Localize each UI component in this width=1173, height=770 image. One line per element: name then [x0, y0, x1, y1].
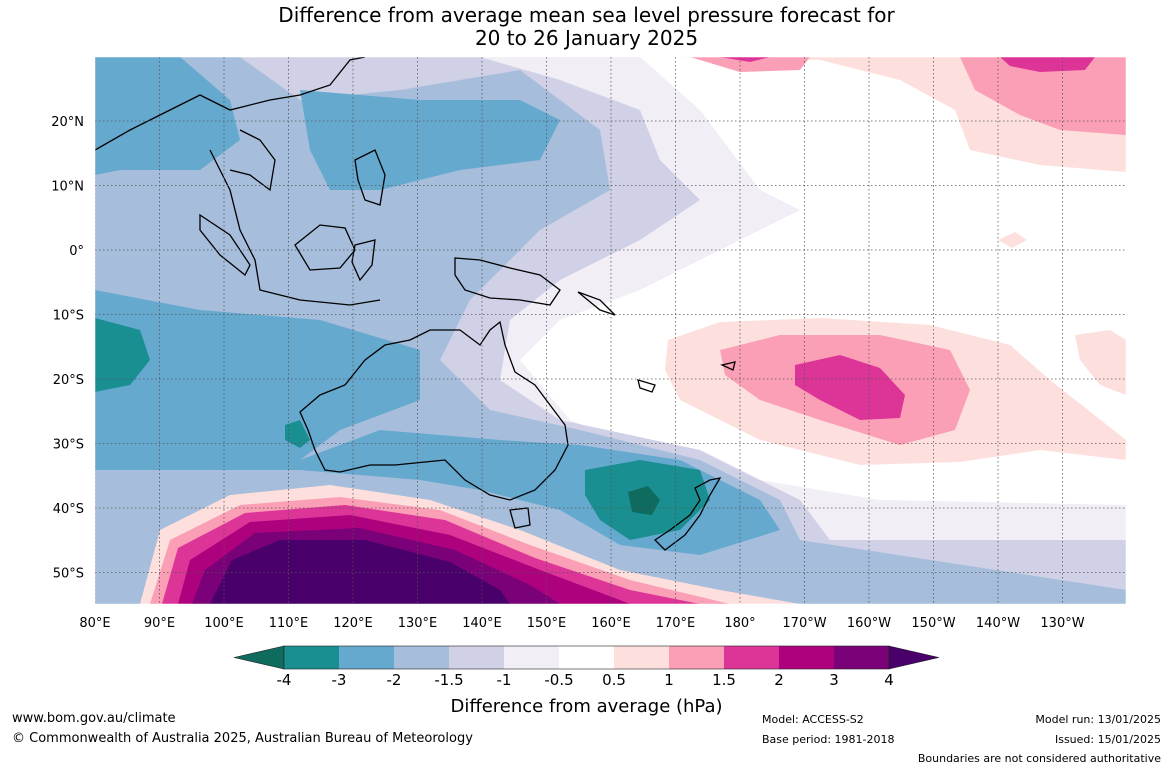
colorbar-segment	[339, 646, 395, 669]
anomaly-field	[95, 57, 1126, 604]
title-line-2: 20 to 26 January 2025	[474, 26, 699, 50]
graticule	[95, 57, 1126, 604]
model-run-date: Model run: 13/01/2025	[1035, 713, 1161, 726]
lon-label: 120°E	[333, 616, 373, 631]
colorbar-segment	[449, 646, 505, 669]
lon-label: 90°E	[144, 616, 175, 631]
colorbar-extend-low	[233, 645, 285, 670]
lon-label: 170°E	[656, 616, 696, 631]
colorbar-segment	[834, 646, 890, 669]
colorbar-segment	[559, 646, 615, 669]
new-zealand-coast	[653, 477, 722, 551]
colorbar-tick-label: 0.5	[602, 671, 626, 689]
lon-label: 130°W	[1040, 616, 1084, 631]
colorbar-tick-label: -0.5	[544, 671, 574, 689]
colorbar-tick-label: 4	[884, 671, 894, 689]
tasmania-coast	[509, 507, 531, 529]
map-title: Difference from average mean sea level p…	[0, 4, 1173, 50]
colorbar-tick-label: -2	[386, 671, 402, 689]
base-period: Base period: 1981-2018	[762, 733, 895, 746]
lat-label: 50°S	[53, 567, 84, 582]
colorbar-tick-label: -3	[331, 671, 347, 689]
model-name: Model: ACCESS-S2	[762, 713, 864, 726]
title-line-1: Difference from average mean sea level p…	[278, 3, 895, 27]
colorbar	[233, 645, 940, 670]
lon-label: 170°W	[782, 616, 826, 631]
pacific-pos-1-5	[795, 355, 905, 420]
lon-label: 150°W	[911, 616, 955, 631]
lon-label: 160°E	[591, 616, 631, 631]
lon-label: 130°E	[398, 616, 438, 631]
colorbar-tick-label: -4	[276, 671, 292, 689]
colorbar-segment	[779, 646, 835, 669]
coastlines	[95, 57, 736, 551]
ne-pos-1	[690, 57, 1126, 135]
lat-label: 0°	[69, 244, 84, 259]
colorbar-title: Difference from average (hPa)	[450, 696, 723, 717]
lon-label: 160°W	[847, 616, 891, 631]
lat-label: 10°N	[51, 180, 84, 195]
australia-coast	[299, 320, 569, 501]
colorbar-segment	[394, 646, 450, 669]
lat-label: 20°S	[53, 373, 84, 388]
sulawesi-coast	[351, 239, 376, 282]
colorbar-extend-high	[888, 645, 940, 670]
latitude-labels: 20°N 10°N 0° 10°S 20°S 30°S 40°S 50°S	[51, 115, 84, 582]
issued-date: Issued: 15/01/2025	[1054, 733, 1161, 746]
eq-small-pos	[998, 232, 1027, 248]
lon-label: 100°E	[204, 616, 244, 631]
contour-neg-2	[95, 57, 780, 555]
lon-label: 180°	[724, 616, 755, 631]
colorbar-tick-label: 1.5	[712, 671, 736, 689]
contour-neg-3	[95, 318, 710, 540]
lat-label: 20°N	[51, 115, 84, 130]
website-link[interactable]: www.bom.gov.au/climate	[12, 711, 176, 726]
nz-pacific-islands	[577, 291, 736, 393]
lat-label: 10°S	[53, 309, 84, 324]
philippines-coast	[354, 149, 386, 206]
colorbar-tick-label: 1	[664, 671, 674, 689]
pacific-pos-east	[1075, 330, 1126, 395]
lon-label: 140°E	[462, 616, 502, 631]
lon-label: 150°E	[527, 616, 567, 631]
asia-coast	[95, 57, 381, 306]
longitude-labels: 80°E 90°E 100°E 110°E 120°E 130°E 140°E 150°E 16…	[79, 616, 1084, 631]
lon-label: 110°E	[269, 616, 309, 631]
colorbar-segment	[724, 646, 780, 669]
lat-label: 30°S	[53, 438, 84, 453]
colorbar-tick-label: 3	[829, 671, 839, 689]
boundaries-disclaimer: Boundaries are not considered authoritat…	[917, 752, 1161, 765]
colorbar-segment	[614, 646, 670, 669]
sumatra-coast	[199, 213, 251, 277]
new-guinea-coast	[454, 257, 561, 306]
colorbar-tick-label: -1	[496, 671, 512, 689]
copyright-text: © Commonwealth of Australia 2025, Austra…	[12, 731, 473, 746]
contour-pos-4	[210, 540, 510, 604]
colorbar-tick-label: 2	[774, 671, 784, 689]
colorbar-segment	[504, 646, 560, 669]
colorbar-frame	[283, 645, 890, 670]
colorbar-segment	[284, 646, 340, 669]
lon-label: 80°E	[79, 616, 110, 631]
colorbar-tick-label: -1.5	[434, 671, 464, 689]
ne-pos-1-5	[720, 57, 1095, 72]
colorbar-segment	[669, 646, 725, 669]
lat-label: 40°S	[53, 502, 84, 517]
lon-label: 140°W	[976, 616, 1020, 631]
